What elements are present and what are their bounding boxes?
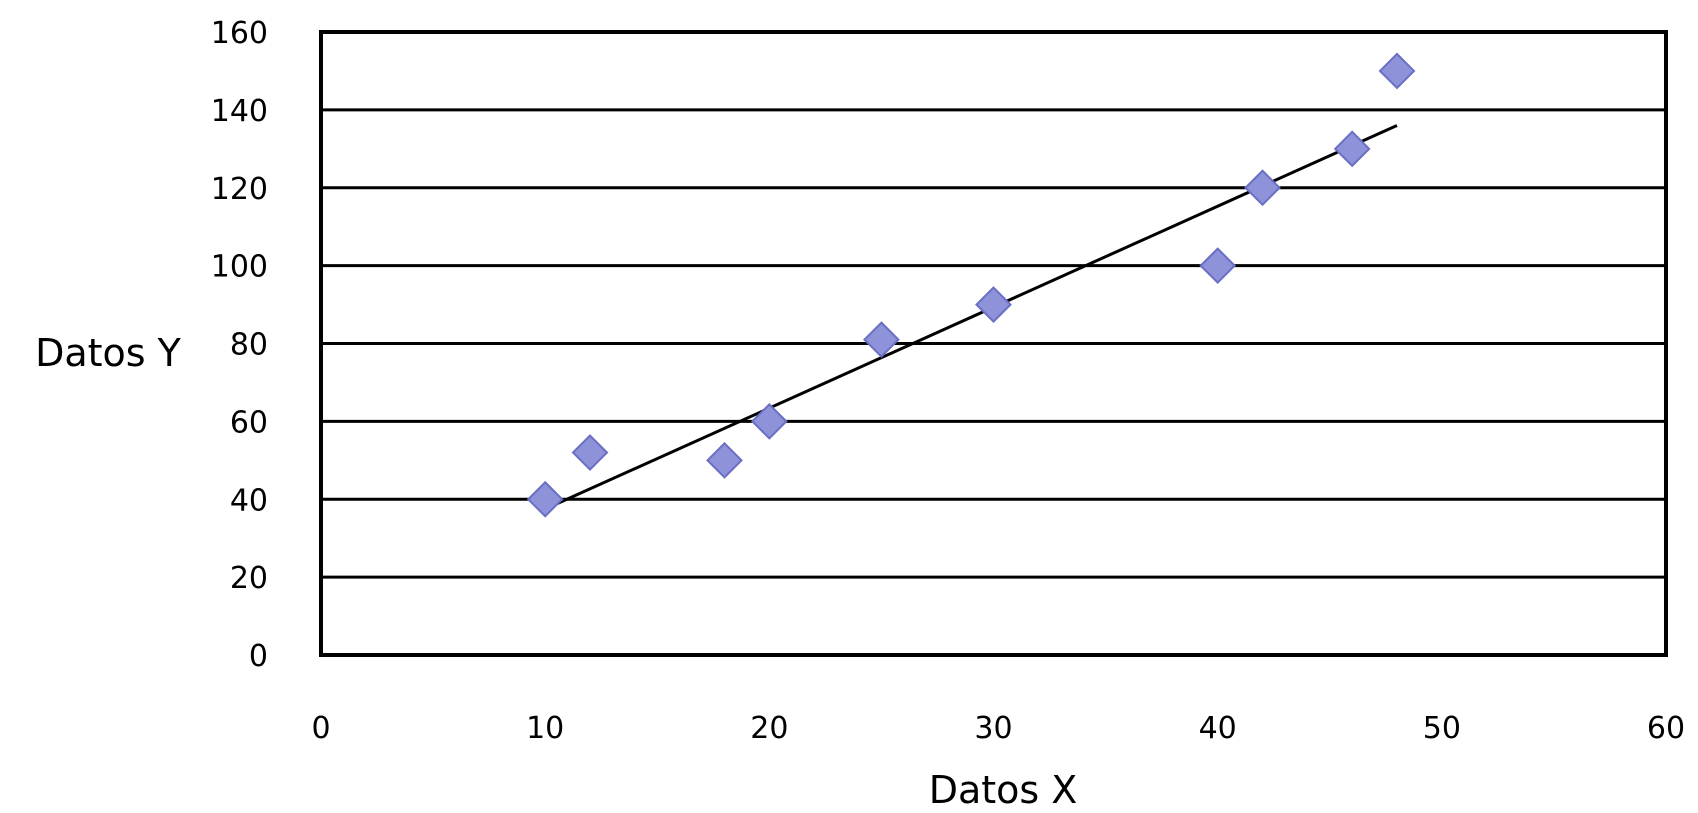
grid-lines	[321, 108, 1666, 579]
y-tick-labels: 0 20 40 60 80 100 120 140 160	[211, 16, 268, 674]
y-tick-label: 160	[211, 16, 268, 51]
x-tick-label: 60	[1647, 711, 1685, 746]
x-tick-label: 10	[526, 711, 564, 746]
data-point-diamond	[863, 321, 900, 359]
y-axis-title: Datos Y	[35, 331, 182, 375]
x-tick-labels: 0 10 20 30 40 50 60	[311, 711, 1685, 746]
x-tick-label: 0	[311, 711, 330, 746]
plot-area-border	[319, 30, 1668, 657]
y-tick-label: 20	[230, 561, 268, 596]
y-tick-label: 0	[249, 639, 268, 674]
data-point-diamond	[1199, 247, 1237, 285]
data-point-diamond	[975, 286, 1012, 323]
data-point-diamond	[706, 441, 743, 479]
y-tick-label: 140	[211, 94, 268, 129]
x-tick-label: 30	[974, 711, 1012, 746]
x-axis-title: Datos X	[929, 768, 1078, 812]
x-tick-label: 20	[750, 711, 788, 746]
data-point-diamond	[1244, 169, 1281, 207]
data-point-diamond	[750, 402, 788, 440]
x-tick-label: 40	[1199, 711, 1237, 746]
y-tick-label: 100	[211, 250, 268, 285]
data-point-diamond	[1333, 130, 1371, 168]
data-points	[526, 52, 1416, 518]
y-tick-label: 60	[230, 405, 268, 440]
x-tick-label: 50	[1423, 711, 1461, 746]
y-tick-label: 120	[211, 172, 268, 207]
data-point-diamond	[526, 480, 564, 518]
data-point-diamond	[1378, 52, 1416, 90]
y-tick-label: 80	[230, 328, 268, 363]
data-point-diamond	[571, 434, 609, 471]
y-tick-label: 40	[230, 483, 268, 518]
